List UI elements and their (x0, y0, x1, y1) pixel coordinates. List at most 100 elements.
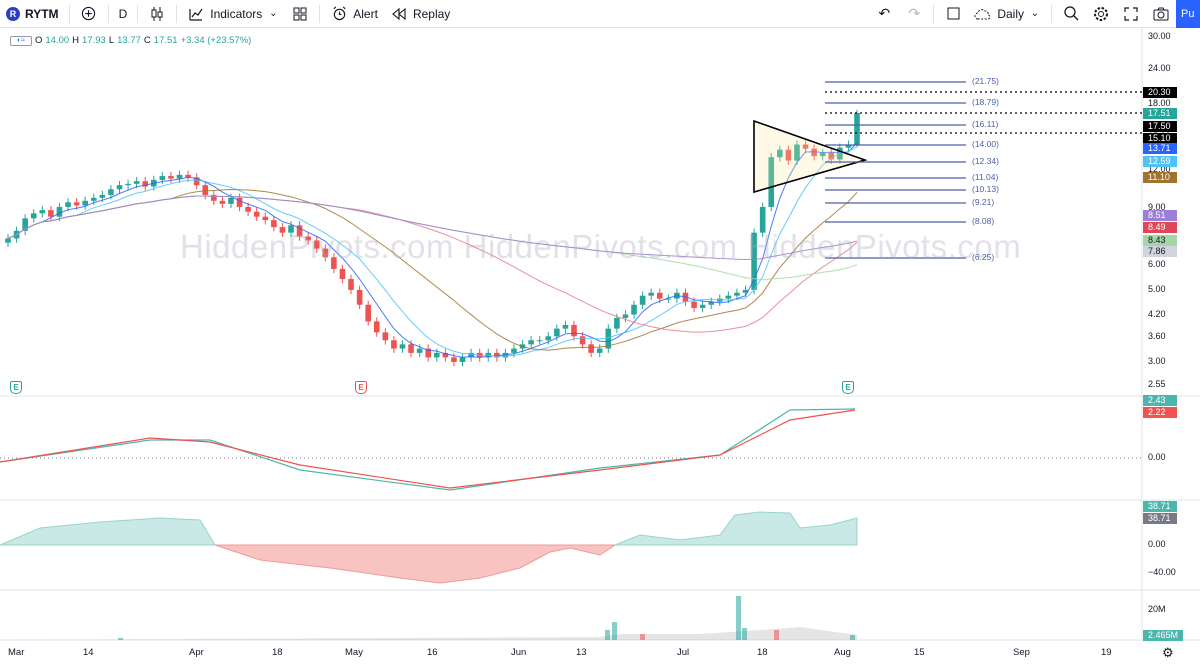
open-value: 14.00 (45, 35, 70, 46)
snapshot-button[interactable] (1146, 0, 1176, 28)
volume-bar (612, 622, 617, 640)
chevron-down-icon: ⌄ (1030, 8, 1040, 19)
candle-body (699, 304, 706, 308)
candle-body (391, 340, 397, 349)
time-axis-label: May (345, 647, 363, 658)
price-axis-label: 3.60 (1148, 331, 1166, 341)
candle-body (588, 344, 594, 353)
cloud-icon (974, 5, 992, 23)
candle-body (348, 279, 354, 290)
interval-label: D (118, 6, 128, 21)
fib-level-label: (16.11) (972, 119, 999, 129)
candle-body (5, 238, 11, 243)
osc-negative-area (214, 544, 617, 584)
candle-body (648, 292, 654, 296)
axis-settings-gear-icon[interactable]: ⚙ (1162, 645, 1174, 660)
time-axis-label: 15 (914, 647, 925, 658)
candle-body (322, 248, 329, 258)
price-tag: 20.30 (1143, 86, 1177, 98)
candle-body (468, 352, 474, 358)
replay-button[interactable]: Replay (384, 0, 456, 28)
close-label: C (143, 35, 151, 46)
candle-body (253, 211, 260, 217)
osc-axis-label: 0.00 (1148, 539, 1166, 549)
candle-body (845, 144, 852, 148)
search-button[interactable] (1056, 0, 1086, 28)
moving-average-line (7, 195, 858, 261)
moving-average-line (7, 188, 858, 351)
low-value: 13.77 (117, 35, 141, 46)
candle-body (142, 181, 149, 187)
price-axis-label: 9.00 (1148, 202, 1166, 212)
undo-button[interactable]: ↶ (869, 0, 899, 28)
volume-area (0, 627, 857, 640)
candle-body (339, 268, 346, 280)
legend-toggle-icon[interactable]: ◐≈ (10, 35, 32, 46)
volume-tag: 2.465M (1143, 630, 1183, 641)
candle-body (725, 295, 732, 299)
macd-tag: 2.22 (1143, 407, 1177, 418)
alert-button[interactable]: Alert (324, 0, 384, 28)
macd-axis-label: 0.00 (1148, 452, 1166, 462)
price-axis-label: 6.00 (1148, 259, 1166, 269)
redo-icon: ↷ (908, 5, 921, 21)
volume-bar (640, 634, 645, 640)
price-tag: 17.50 (1143, 120, 1177, 132)
price-tag: 8.43 (1143, 234, 1177, 246)
symbol-search[interactable]: R RYTM (0, 0, 65, 28)
settings-button[interactable] (1086, 0, 1116, 28)
candle-body (185, 174, 191, 178)
candle-body (716, 298, 723, 302)
price-tag: 12.59 (1143, 155, 1177, 167)
candle-body (90, 197, 97, 201)
redo-button[interactable]: ↷ (899, 0, 929, 28)
fib-level-label: (21.75) (972, 76, 999, 86)
interval-button[interactable]: D (113, 0, 134, 28)
candle-body (442, 352, 449, 358)
earnings-icon: E (10, 381, 22, 394)
candle-body (22, 218, 28, 231)
candle-body (356, 289, 363, 305)
fullscreen-toggle-button[interactable] (938, 0, 968, 28)
candle-body (614, 317, 620, 329)
candle-body (82, 200, 88, 206)
high-value: 17.93 (82, 35, 106, 46)
indicators-button[interactable]: Indicators ⌄ (181, 0, 285, 28)
compare-button[interactable] (74, 0, 104, 28)
undo-icon: ↶ (878, 5, 891, 21)
triangle-pattern (753, 119, 868, 194)
price-axis-label: 4.20 (1148, 309, 1166, 319)
candles-icon (148, 5, 166, 23)
earnings-icon: E (842, 381, 854, 394)
fib-level-label: (8.08) (972, 216, 995, 226)
timeframe-label: Daily (997, 6, 1024, 21)
layouts-button[interactable] (285, 0, 315, 28)
candle-body (528, 340, 534, 345)
candle-body (65, 202, 71, 207)
fullscreen-button[interactable] (1116, 0, 1146, 28)
osc-tag: 38.71 (1143, 501, 1177, 512)
candle-body (794, 144, 800, 161)
publish-button[interactable]: Pu (1176, 0, 1200, 28)
moving-average-line (7, 195, 858, 281)
ohlc-legend: ◐≈ O 14.00 H 17.93 L 13.77 C 17.51 +3.34 (+2… (10, 35, 251, 46)
osc-axis-label: −40.00 (1148, 567, 1176, 577)
candle-body (399, 344, 406, 349)
time-axis-label: Jun (511, 647, 527, 658)
timeframe-select[interactable]: Daily ⌄ (968, 0, 1047, 28)
candle-body (545, 336, 552, 341)
candle-body (639, 295, 646, 305)
price-axis-label: 30.00 (1148, 31, 1171, 41)
candle-body (168, 176, 174, 179)
symbol-name: RYTM (25, 6, 59, 21)
price-axis-label: 2.55 (1148, 379, 1166, 389)
candle-body (785, 149, 792, 161)
candle-body (837, 147, 843, 160)
candle-body (108, 189, 114, 195)
indicators-label: Indicators (210, 6, 263, 21)
candle-body (305, 236, 311, 241)
moving-average-line (7, 146, 858, 357)
chart-type-button[interactable] (142, 0, 172, 28)
